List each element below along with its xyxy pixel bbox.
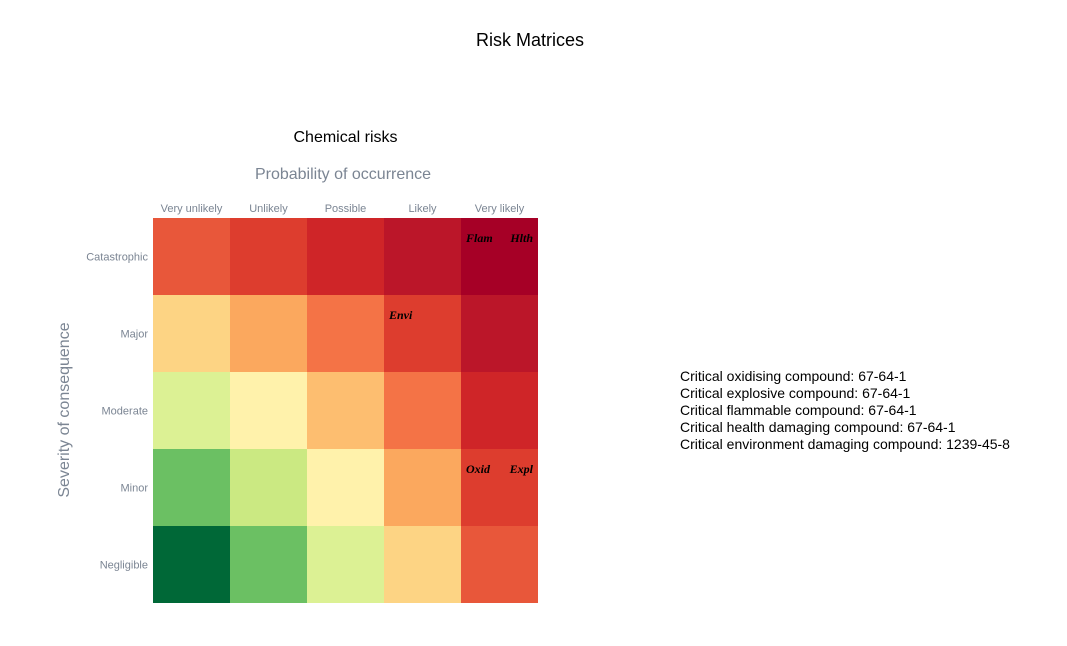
matrix-cell	[461, 295, 538, 372]
matrix-cell	[461, 372, 538, 449]
note-oxidising: Critical oxidising compound: 67-64-1	[680, 368, 907, 384]
cell-annotation: Flam	[465, 231, 493, 245]
y-tick-label: Major	[120, 329, 148, 341]
matrix-cell	[230, 526, 307, 603]
note-explosive: Critical explosive compound: 67-64-1	[680, 385, 911, 401]
cell-annotation: Expl	[509, 462, 534, 476]
matrix-cell	[307, 372, 384, 449]
matrix-cell	[461, 526, 538, 603]
y-tick-label: Moderate	[102, 406, 148, 418]
cell-annotation: Envi	[388, 308, 413, 322]
y-tick-label: Catastrophic	[86, 252, 148, 264]
matrix-cell	[153, 372, 230, 449]
matrix-cell	[461, 449, 538, 526]
cell-annotation: Oxid	[466, 462, 491, 476]
matrix-cell	[384, 526, 461, 603]
x-tick-label: Very likely	[475, 203, 525, 215]
x-tick-label: Very unlikely	[161, 203, 223, 215]
matrix-cell	[384, 218, 461, 295]
matrix-cell	[384, 372, 461, 449]
matrix-cell	[461, 218, 538, 295]
matrix-cell	[153, 295, 230, 372]
chart-title: Chemical risks	[293, 129, 398, 146]
matrix-cell	[307, 218, 384, 295]
page-title: Risk Matrices	[475, 30, 584, 50]
y-tick-label: Minor	[120, 483, 148, 495]
matrix-cell	[230, 449, 307, 526]
x-axis-label: Probability of occurrence	[254, 166, 432, 183]
x-tick-label: Unlikely	[249, 203, 288, 215]
matrix-cell	[230, 372, 307, 449]
y-tick-label: Negligible	[100, 560, 148, 572]
matrix-cell	[230, 218, 307, 295]
matrix-cell	[153, 526, 230, 603]
matrix-cell	[307, 295, 384, 372]
matrix-cell	[307, 526, 384, 603]
note-health: Critical health damaging compound: 67-64…	[680, 419, 956, 435]
critical-compounds-list: Critical oxidising compound: 67-64-1 Cri…	[680, 368, 1010, 453]
matrix-cell	[384, 449, 461, 526]
note-flammable: Critical flammable compound: 67-64-1	[680, 402, 917, 418]
note-environment: Critical environment damaging compound: …	[680, 436, 1010, 452]
matrix-cell	[384, 295, 461, 372]
x-tick-label: Possible	[325, 203, 367, 215]
matrix-cell	[153, 449, 230, 526]
matrix-cell	[230, 295, 307, 372]
cell-annotation: Hlth	[509, 231, 533, 245]
matrix-cell	[307, 449, 384, 526]
matrix-cell	[153, 218, 230, 295]
x-tick-label: Likely	[408, 203, 437, 215]
